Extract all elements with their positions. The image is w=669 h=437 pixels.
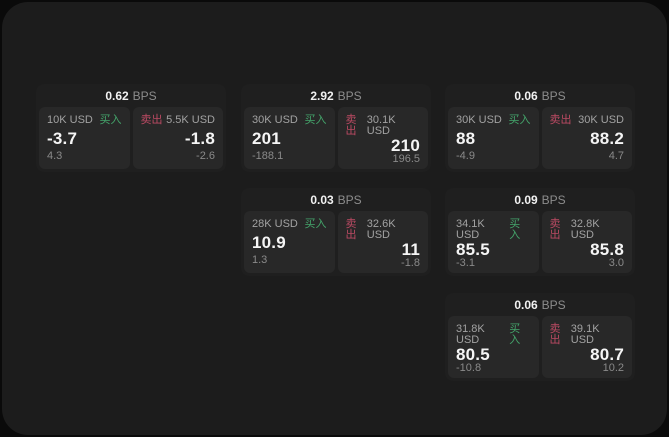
sell-price: 11 <box>401 240 420 259</box>
buy-tile[interactable]: 30K USD 买入 88 -4.9 <box>448 107 539 169</box>
quote-card: 2.92 BPS 30K USD 买入 201 -188.1 卖出 30.1K … <box>241 84 431 172</box>
buy-delta: -3.1 <box>456 257 475 269</box>
sell-amount: 39.1K USD <box>570 323 600 346</box>
sell-price: -1.8 <box>184 129 215 148</box>
sell-price: 85.8 <box>590 240 624 259</box>
sell-button[interactable]: 卖出 <box>345 218 357 241</box>
buy-button[interactable]: 买入 <box>304 114 327 126</box>
sell-price: 80.7 <box>590 345 624 364</box>
buy-delta: -10.8 <box>456 362 482 374</box>
sell-tile[interactable]: 卖出 30K USD 88.2 4.7 <box>541 107 632 169</box>
buy-price: 80.5 <box>456 345 490 364</box>
card-header: 0.06 BPS <box>445 84 635 107</box>
buy-button[interactable]: 买入 <box>99 114 122 126</box>
bps-unit-label: BPS <box>541 297 566 312</box>
sell-delta: 196.5 <box>392 153 420 165</box>
sell-button[interactable]: 卖出 <box>549 323 561 346</box>
card-header: 0.06 BPS <box>445 293 635 316</box>
sell-price: 210 <box>391 136 420 155</box>
quote-card: 0.62 BPS 10K USD 买入 -3.7 4.3 卖出 5.5K USD <box>36 84 226 172</box>
sell-amount: 32.8K USD <box>570 218 600 241</box>
buy-delta: -4.9 <box>456 150 475 162</box>
bps-value: 0.03 <box>310 192 334 207</box>
sell-amount: 5.5K USD <box>166 114 215 126</box>
bps-value: 2.92 <box>310 88 334 103</box>
buy-price: -3.7 <box>47 129 78 148</box>
buy-button[interactable]: 买入 <box>304 218 327 230</box>
quote-card: 0.06 BPS 31.8K USD 买入 80.5 -10.8 卖出 39.1… <box>445 293 635 381</box>
bps-unit-label: BPS <box>541 88 566 103</box>
buy-amount: 28K USD <box>252 218 298 230</box>
buy-tile[interactable]: 31.8K USD 买入 80.5 -10.8 <box>448 316 539 378</box>
buy-tile[interactable]: 30K USD 买入 201 -188.1 <box>244 107 335 169</box>
buy-tile[interactable]: 34.1K USD 买入 85.5 -3.1 <box>448 211 539 273</box>
tiles-row: 28K USD 买入 10.9 1.3 卖出 32.6K USD 11 -1.8 <box>241 211 431 273</box>
buy-price: 10.9 <box>252 233 286 252</box>
bps-unit-label: BPS <box>132 88 157 103</box>
tiles-row: 31.8K USD 买入 80.5 -10.8 卖出 39.1K USD 80.… <box>445 316 635 378</box>
sell-delta: 4.7 <box>608 150 624 162</box>
card-header: 0.03 BPS <box>241 188 431 211</box>
tiles-row: 34.1K USD 买入 85.5 -3.1 卖出 32.8K USD 85.8… <box>445 211 635 273</box>
sell-delta: -1.8 <box>401 257 420 269</box>
buy-button[interactable]: 买入 <box>508 114 531 126</box>
buy-amount: 31.8K USD <box>456 323 485 346</box>
buy-amount: 30K USD <box>456 114 502 126</box>
sell-delta: 10.2 <box>602 362 624 374</box>
sell-tile[interactable]: 卖出 5.5K USD -1.8 -2.6 <box>132 107 223 169</box>
sell-amount: 32.6K USD <box>366 218 396 241</box>
sell-price: 88.2 <box>590 129 624 148</box>
bps-unit-label: BPS <box>337 192 362 207</box>
buy-delta: -188.1 <box>252 150 284 162</box>
sell-button[interactable]: 卖出 <box>549 114 572 126</box>
buy-amount: 10K USD <box>47 114 93 126</box>
buy-button[interactable]: 买入 <box>509 323 521 346</box>
bps-value: 0.62 <box>105 88 129 103</box>
buy-delta: 1.3 <box>252 254 268 266</box>
sell-tile[interactable]: 卖出 32.8K USD 85.8 3.0 <box>541 211 632 273</box>
sell-tile[interactable]: 卖出 39.1K USD 80.7 10.2 <box>541 316 632 378</box>
buy-price: 85.5 <box>456 240 490 259</box>
sell-tile[interactable]: 卖出 32.6K USD 11 -1.8 <box>337 211 428 273</box>
buy-amount: 34.1K USD <box>456 218 485 241</box>
quote-card: 0.06 BPS 30K USD 买入 88 -4.9 卖出 30K USD <box>445 84 635 172</box>
sell-button[interactable]: 卖出 <box>140 114 163 126</box>
buy-tile[interactable]: 10K USD 买入 -3.7 4.3 <box>39 107 130 169</box>
sell-amount: 30.1K USD <box>366 114 396 137</box>
buy-price: 88 <box>456 129 476 148</box>
bps-unit-label: BPS <box>337 88 362 103</box>
buy-tile[interactable]: 28K USD 买入 10.9 1.3 <box>244 211 335 273</box>
sell-button[interactable]: 卖出 <box>345 114 357 137</box>
sell-amount: 30K USD <box>578 114 624 126</box>
bps-unit-label: BPS <box>541 192 566 207</box>
tiles-row: 10K USD 买入 -3.7 4.3 卖出 5.5K USD -1.8 -2.… <box>36 107 226 169</box>
sell-tile[interactable]: 卖出 30.1K USD 210 196.5 <box>337 107 428 169</box>
card-header: 0.09 BPS <box>445 188 635 211</box>
bps-value: 0.09 <box>514 192 538 207</box>
bps-value: 0.06 <box>514 297 538 312</box>
sell-button[interactable]: 卖出 <box>549 218 561 241</box>
buy-price: 201 <box>252 129 281 148</box>
quote-card: 0.03 BPS 28K USD 买入 10.9 1.3 卖出 32.6K US… <box>241 188 431 276</box>
sell-delta: -2.6 <box>196 150 215 162</box>
buy-amount: 30K USD <box>252 114 298 126</box>
sell-delta: 3.0 <box>608 257 624 269</box>
bps-value: 0.06 <box>514 88 538 103</box>
tiles-row: 30K USD 买入 88 -4.9 卖出 30K USD 88.2 4.7 <box>445 107 635 169</box>
quote-card: 0.09 BPS 34.1K USD 买入 85.5 -3.1 卖出 32.8K… <box>445 188 635 276</box>
tiles-row: 30K USD 买入 201 -188.1 卖出 30.1K USD 210 1… <box>241 107 431 169</box>
buy-button[interactable]: 买入 <box>509 218 521 241</box>
card-header: 2.92 BPS <box>241 84 431 107</box>
buy-delta: 4.3 <box>47 150 63 162</box>
card-header: 0.62 BPS <box>36 84 226 107</box>
